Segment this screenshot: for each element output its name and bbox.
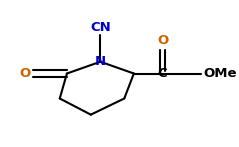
Text: C: C (158, 67, 167, 80)
Text: O: O (157, 34, 168, 47)
Text: CN: CN (90, 21, 111, 34)
Text: N: N (95, 55, 106, 68)
Text: O: O (20, 67, 31, 80)
Text: OMe: OMe (203, 67, 237, 80)
